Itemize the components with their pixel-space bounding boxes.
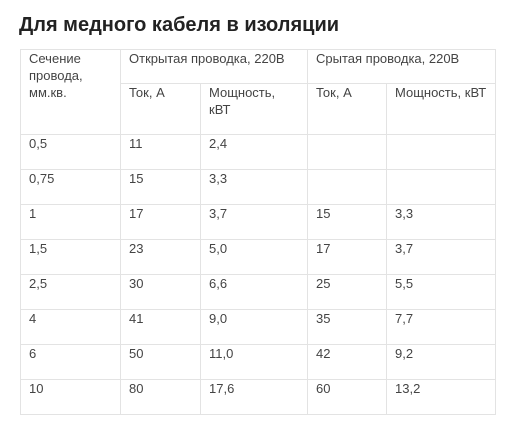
subheader-hidden-current: Ток, А — [307, 83, 387, 135]
cell-hidden-power — [385, 134, 497, 170]
table-header-row: Сечение провода, мм.кв. Открытая проводк… — [20, 49, 497, 135]
cell-section: 4 — [20, 309, 121, 345]
cell-open-power: 11,0 — [200, 344, 308, 380]
cell-section: 6 — [20, 344, 121, 380]
cell-open-current: 23 — [120, 239, 201, 275]
cell-section: 2,5 — [20, 274, 121, 310]
cell-open-current: 17 — [120, 204, 201, 240]
cell-hidden-current: 60 — [307, 379, 387, 415]
table-row: 2,5 30 6,6 25 5,5 — [20, 274, 497, 310]
cell-section: 1,5 — [20, 239, 121, 275]
cell-open-power: 5,0 — [200, 239, 308, 275]
table-row: 1,5 23 5,0 17 3,7 — [20, 239, 497, 275]
cell-hidden-power: 7,7 — [385, 309, 497, 345]
cell-hidden-power: 5,5 — [385, 274, 497, 310]
cable-spec-table: Сечение провода, мм.кв. Открытая проводк… — [20, 49, 497, 415]
cell-hidden-current: 17 — [307, 239, 387, 275]
table-row: 4 41 9,0 35 7,7 — [20, 309, 497, 345]
table-row: 1 17 3,7 15 3,3 — [20, 204, 497, 240]
table-row: 0,75 15 3,3 — [20, 169, 497, 205]
header-wire-section: Сечение провода, мм.кв. — [20, 49, 121, 135]
cell-hidden-current — [307, 134, 387, 170]
header-open-wiring: Открытая проводка, 220В — [120, 49, 308, 84]
cell-open-power: 9,0 — [200, 309, 308, 345]
subheader-hidden-power: Мощность, кВТ — [385, 83, 497, 135]
cell-hidden-power: 3,3 — [385, 204, 497, 240]
cell-open-current: 50 — [120, 344, 201, 380]
table-row: 6 50 11,0 42 9,2 — [20, 344, 497, 380]
table-row: 0,5 11 2,4 — [20, 134, 497, 170]
cell-hidden-power: 13,2 — [385, 379, 497, 415]
cell-section: 1 — [20, 204, 121, 240]
cell-open-power: 2,4 — [200, 134, 308, 170]
cell-section: 0,5 — [20, 134, 121, 170]
cell-hidden-power — [385, 169, 497, 205]
cell-hidden-current: 25 — [307, 274, 387, 310]
page-title: Для медного кабеля в изоляции — [19, 14, 340, 36]
cell-section: 10 — [20, 379, 121, 415]
cell-open-current: 15 — [120, 169, 201, 205]
subheader-open-power: Мощность, кВТ — [200, 83, 308, 135]
cell-open-power: 3,3 — [200, 169, 308, 205]
cell-open-current: 41 — [120, 309, 201, 345]
header-hidden-wiring: Срытая проводка, 220В — [306, 49, 497, 84]
cell-open-current: 11 — [120, 134, 201, 170]
cell-hidden-current — [307, 169, 387, 205]
cell-hidden-current: 35 — [307, 309, 387, 345]
cell-open-current: 30 — [120, 274, 201, 310]
cell-open-power: 17,6 — [200, 379, 308, 415]
cell-hidden-power: 3,7 — [385, 239, 497, 275]
subheader-open-current: Ток, А — [120, 83, 201, 135]
cell-open-current: 80 — [120, 379, 201, 415]
cell-open-power: 3,7 — [200, 204, 308, 240]
cell-open-power: 6,6 — [200, 274, 308, 310]
cell-hidden-power: 9,2 — [385, 344, 497, 380]
cell-hidden-current: 15 — [307, 204, 387, 240]
table-subheader-row: Ток, А Мощность, кВТ Ток, А Мощность, кВ… — [21, 83, 497, 135]
cell-section: 0,75 — [20, 169, 121, 205]
cell-hidden-current: 42 — [307, 344, 387, 380]
table-row: 10 80 17,6 60 13,2 — [20, 379, 497, 415]
